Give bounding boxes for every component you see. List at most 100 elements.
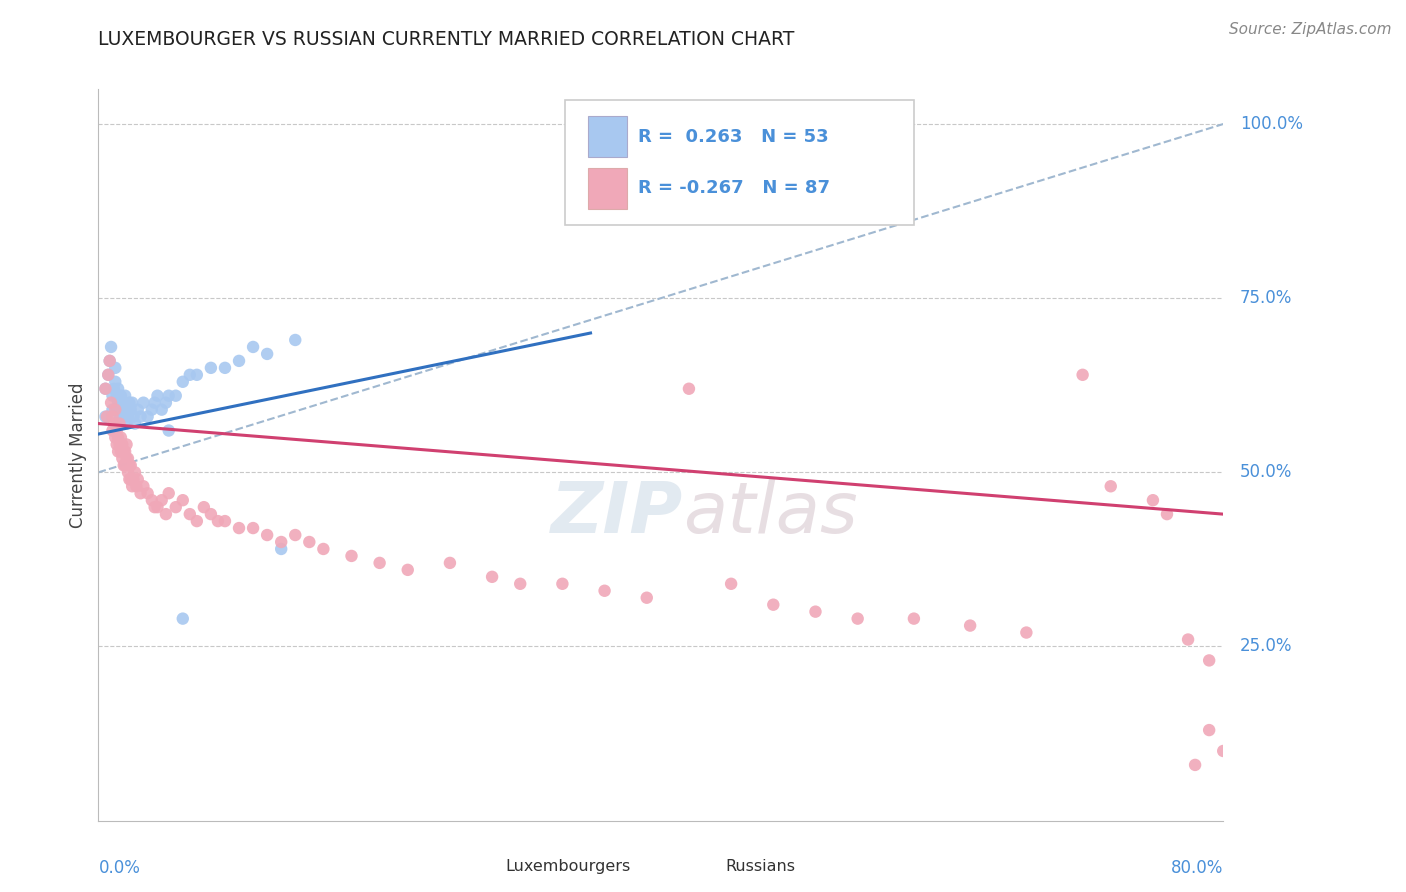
Point <box>107 430 129 444</box>
Point <box>136 486 159 500</box>
Text: atlas: atlas <box>683 479 858 548</box>
Point <box>112 458 135 473</box>
Point <box>104 402 127 417</box>
Text: 0.0%: 0.0% <box>98 859 141 877</box>
Point <box>481 570 503 584</box>
Point <box>396 563 419 577</box>
Text: LUXEMBOURGER VS RUSSIAN CURRENTLY MARRIED CORRELATION CHART: LUXEMBOURGER VS RUSSIAN CURRENTLY MARRIE… <box>98 30 794 49</box>
Point <box>165 389 187 403</box>
Point <box>115 451 138 466</box>
Point <box>107 444 129 458</box>
Bar <box>470 857 498 876</box>
Point <box>112 409 135 424</box>
Point <box>105 424 128 438</box>
Point <box>103 417 125 431</box>
Point <box>270 541 292 556</box>
Point <box>132 479 155 493</box>
Point <box>122 409 145 424</box>
Point <box>172 612 194 626</box>
Point <box>214 514 236 528</box>
Point <box>593 583 616 598</box>
Point <box>172 375 194 389</box>
Point <box>143 500 166 515</box>
Point <box>114 389 136 403</box>
Point <box>107 395 129 409</box>
Point <box>121 479 143 493</box>
Point <box>157 424 180 438</box>
Point <box>115 437 138 451</box>
Text: 50.0%: 50.0% <box>1240 463 1292 482</box>
Point <box>551 576 574 591</box>
Point <box>110 389 132 403</box>
Point <box>114 444 136 458</box>
Point <box>141 493 163 508</box>
Point <box>636 591 658 605</box>
Point <box>720 576 742 591</box>
Point <box>179 368 201 382</box>
Point <box>122 472 145 486</box>
Point <box>132 395 155 409</box>
Text: Luxembourgers: Luxembourgers <box>506 859 631 874</box>
Point <box>101 402 124 417</box>
Point <box>94 382 117 396</box>
Point <box>94 382 117 396</box>
Point <box>97 368 120 382</box>
Point <box>98 354 121 368</box>
Point <box>368 556 391 570</box>
Point <box>150 493 173 508</box>
Point <box>118 395 141 409</box>
Point <box>804 605 827 619</box>
Bar <box>689 857 717 876</box>
Point <box>117 451 139 466</box>
Point <box>256 528 278 542</box>
Point <box>111 451 134 466</box>
Point <box>114 458 136 473</box>
Point <box>846 612 869 626</box>
Point <box>103 382 125 396</box>
Point <box>141 402 163 417</box>
Point <box>1071 368 1094 382</box>
Point <box>509 576 531 591</box>
Point <box>108 409 131 424</box>
Point <box>1015 625 1038 640</box>
Point <box>110 402 132 417</box>
Point <box>100 340 122 354</box>
Point <box>228 521 250 535</box>
Point <box>118 458 141 473</box>
Point <box>124 466 146 480</box>
Text: R = -0.267   N = 87: R = -0.267 N = 87 <box>638 179 831 197</box>
Point <box>256 347 278 361</box>
Point <box>270 535 292 549</box>
Point <box>284 333 307 347</box>
Text: 100.0%: 100.0% <box>1240 115 1303 133</box>
Point <box>172 493 194 508</box>
Point <box>125 479 148 493</box>
Point <box>1184 758 1206 772</box>
Point <box>155 507 177 521</box>
Bar <box>588 116 627 157</box>
Point <box>1099 479 1122 493</box>
Point <box>1212 744 1234 758</box>
Point <box>115 417 138 431</box>
Point <box>101 424 124 438</box>
Point <box>117 409 139 424</box>
Point <box>228 354 250 368</box>
Point <box>1156 507 1178 521</box>
Point <box>129 486 152 500</box>
Point <box>118 472 141 486</box>
Point <box>100 395 122 409</box>
Point <box>104 375 127 389</box>
FancyBboxPatch shape <box>565 100 914 225</box>
Point <box>101 389 124 403</box>
Text: 25.0%: 25.0% <box>1240 638 1292 656</box>
Point <box>127 472 149 486</box>
Point <box>108 395 131 409</box>
Point <box>96 409 118 424</box>
Point <box>111 395 134 409</box>
Point <box>120 402 142 417</box>
Point <box>439 556 461 570</box>
Point <box>112 402 135 417</box>
Text: 75.0%: 75.0% <box>1240 289 1292 307</box>
Point <box>762 598 785 612</box>
Point <box>200 507 222 521</box>
